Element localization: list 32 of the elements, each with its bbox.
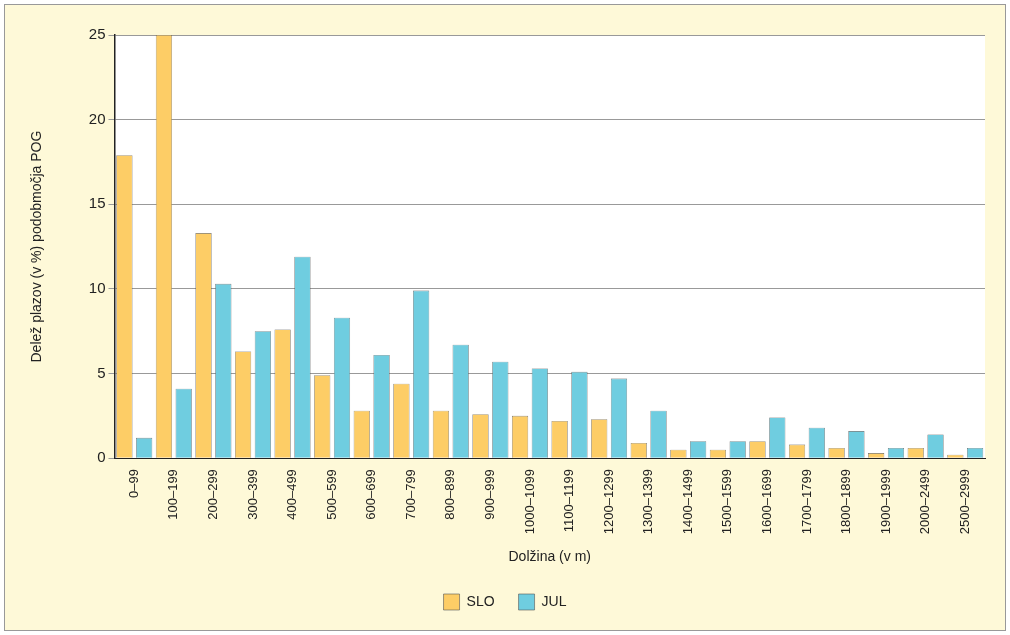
- x-tick-label: 0–99: [125, 469, 141, 499]
- x-tick-label: 400–499: [284, 469, 300, 520]
- x-tick-label: 1800–1899: [838, 469, 854, 535]
- x-tick-label: 800–899: [442, 469, 458, 520]
- legend-label: SLO: [466, 592, 495, 609]
- y-tick-label: 10: [88, 279, 106, 297]
- x-tick-label: 500–599: [323, 469, 339, 520]
- x-tick-label: 1300–1399: [640, 469, 656, 535]
- y-tick-label: 15: [88, 194, 106, 212]
- y-tick-label: 0: [97, 448, 106, 466]
- y-axis-title: Delež plazov (v %) podobmočja POG: [28, 130, 45, 363]
- x-tick-label: 1400–1499: [679, 469, 695, 535]
- x-tick-label: 200–299: [204, 469, 220, 520]
- y-tick-label: 20: [88, 109, 106, 127]
- x-tick-label: 2500–2999: [956, 469, 972, 535]
- x-tick-label: 600–699: [363, 469, 379, 520]
- y-tick-label: 5: [97, 363, 106, 381]
- x-tick-label: 1200–1299: [600, 469, 616, 535]
- x-tick-label: 900–999: [481, 469, 497, 520]
- x-tick-label: 1600–1699: [758, 469, 774, 535]
- x-axis-title: Dolžina (v m): [508, 548, 591, 565]
- x-tick-label: 1900–1999: [877, 469, 893, 535]
- y-tick-label: 25: [88, 25, 106, 43]
- legend-label: JUL: [541, 592, 567, 609]
- x-tick-label: 300–399: [244, 469, 260, 520]
- x-tick-label: 1000–1099: [521, 469, 537, 535]
- x-tick-label: 700–799: [402, 469, 418, 520]
- x-tick-label: 2000–2499: [917, 469, 933, 535]
- x-tick-label: 1500–1599: [719, 469, 735, 535]
- x-tick-label: 1700–1799: [798, 469, 814, 535]
- x-tick-label: 100–199: [165, 469, 181, 520]
- x-tick-label: 1100–1199: [561, 469, 577, 533]
